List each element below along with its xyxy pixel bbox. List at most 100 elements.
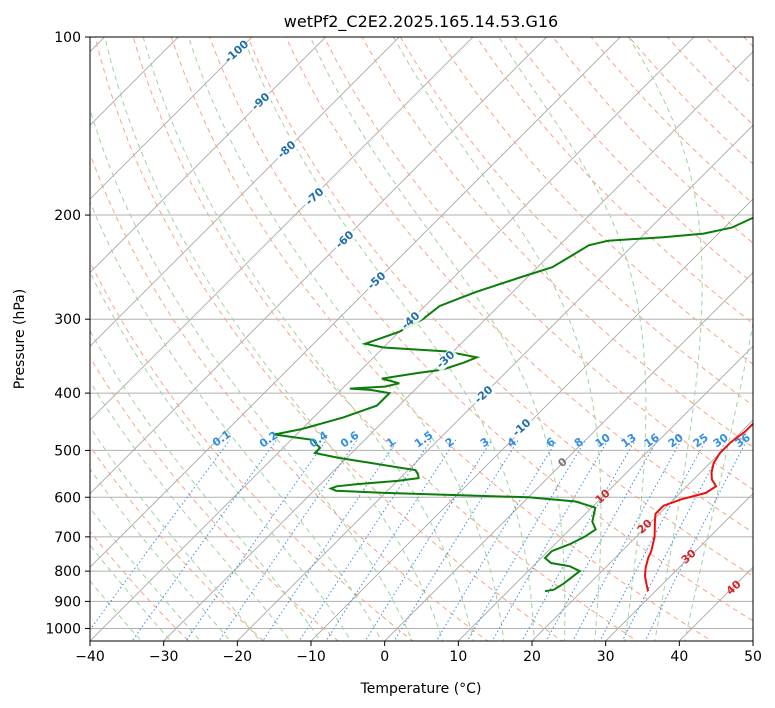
mixing-ratio-line (621, 439, 727, 641)
label-background (471, 382, 497, 408)
label-background (332, 227, 358, 253)
moist-adiabat-line (104, 37, 444, 641)
mixing-ratio-line (644, 439, 748, 641)
mixing-ratio-lines (90, 439, 748, 641)
mixing-ratio-line (90, 439, 231, 631)
mixing-ratio-line (435, 439, 558, 641)
dry-adiabat-line (90, 445, 265, 641)
isotherm-line (90, 37, 179, 126)
isotherm-line (90, 37, 253, 200)
moist-adiabat-line (90, 380, 291, 641)
mixing-ratio-label: 16 (642, 431, 662, 451)
mixing-ratio-line (599, 439, 707, 641)
mixing-ratio-label: 1.5 (412, 429, 435, 451)
moist-adiabat-line (393, 37, 602, 641)
dry-adiabat-lines (90, 37, 753, 641)
dry-adiabat-line (170, 37, 713, 641)
dry-adiabat-line (247, 37, 753, 577)
isotherm-line (604, 492, 753, 641)
isotherm-line (162, 50, 753, 641)
y-tick-label: 100 (54, 30, 81, 46)
profile-series (274, 216, 753, 593)
mixing-ratio-line (364, 439, 493, 641)
moist-adiabat-line (90, 329, 322, 641)
dewpoint-profile-line (274, 216, 753, 593)
dry-adiabat-line (208, 37, 753, 622)
y-tick-label: 400 (54, 386, 81, 402)
mixing-ratio-line (572, 439, 682, 641)
x-axis: −40 −30 −20 −10 0 10 20 30 40 50 (75, 641, 762, 665)
moist-adiabat-line (90, 544, 172, 641)
isotherm-line (531, 419, 753, 641)
dry-adiabat-line (514, 37, 753, 284)
moist-adiabat-line (142, 37, 474, 641)
pressure-gridlines (90, 37, 753, 629)
dry-adiabat-line (437, 37, 753, 365)
mixing-ratio-label: 10 (593, 431, 613, 451)
y-tick-label: 1000 (45, 621, 81, 637)
label-background (509, 415, 535, 441)
x-tick-label: −10 (296, 649, 326, 665)
y-tick-label: 200 (54, 208, 81, 224)
dry-adiabat-line (94, 37, 564, 641)
x-tick-label: 30 (597, 649, 615, 665)
mixing-ratio-line (521, 439, 636, 641)
y-axis-label: Pressure (hPa) (12, 289, 28, 389)
dry-adiabat-line (361, 37, 753, 448)
isotherm-line (90, 37, 621, 568)
isotherm-line (457, 345, 753, 641)
mixing-ratio-label: 36 (733, 431, 753, 451)
isotherm-line (90, 37, 327, 274)
mixing-ratio-line (325, 439, 457, 641)
mixing-ratio-line (466, 439, 586, 641)
label-background (433, 347, 459, 373)
dry-adiabat-line (399, 37, 753, 407)
label-background (398, 308, 424, 334)
chart-title: wetPf2_C2E2.2025.165.14.53.G16 (284, 12, 558, 32)
mixing-ratio-label: 0.4 (307, 428, 331, 450)
dry-adiabat-line (90, 260, 414, 641)
moist-adiabat-lines (90, 37, 753, 641)
isotherm-line (236, 124, 753, 641)
mixing-ratio-line (218, 439, 358, 641)
moist-adiabat-line (188, 37, 505, 641)
mixing-ratio-label: 0.6 (338, 428, 362, 450)
isotherm-line (90, 37, 474, 421)
plot-frame (89, 36, 754, 642)
y-tick-label: 600 (54, 490, 81, 506)
x-tick-label: −30 (149, 649, 179, 665)
x-tick-label: 20 (523, 649, 541, 665)
x-tick-label: 10 (449, 649, 467, 665)
isotherm-lines (0, 10, 753, 653)
moist-adiabat-line (90, 507, 202, 641)
x-tick-label: −40 (75, 649, 105, 665)
isotherm-line (383, 271, 753, 641)
mixing-ratio-line (545, 439, 658, 641)
dry-adiabat-line (285, 37, 753, 534)
x-axis-label: Temperature (°C) (360, 681, 482, 697)
isotherm-line (0, 10, 58, 653)
moist-adiabat-line (90, 271, 352, 641)
label-background (224, 39, 250, 65)
mixing-ratio-line (491, 439, 609, 641)
dry-adiabat-line (132, 37, 638, 641)
y-tick-label: 700 (54, 530, 81, 546)
dry-adiabat-line (90, 152, 489, 641)
dry-adiabat-line (90, 356, 339, 641)
mixing-ratio-line (131, 439, 278, 641)
moist-adiabat-line (90, 426, 261, 641)
isotherm-line (90, 37, 400, 347)
moist-adiabat-line (90, 107, 413, 641)
dry-adiabat-line (590, 37, 753, 205)
x-tick-label: 50 (744, 649, 762, 665)
moist-adiabat-line (90, 468, 231, 641)
mixing-ratio-label: 3 (478, 435, 492, 450)
moist-adiabat-line (498, 37, 647, 641)
mixing-ratio-label: 13 (619, 431, 639, 450)
y-tick-label: 500 (54, 443, 81, 459)
label-background (274, 137, 300, 163)
dry-adiabat-labels: -100-90-80-70-60-50-40-30-20-10 (222, 37, 535, 441)
moist-adiabat-label: 40 (724, 577, 744, 597)
